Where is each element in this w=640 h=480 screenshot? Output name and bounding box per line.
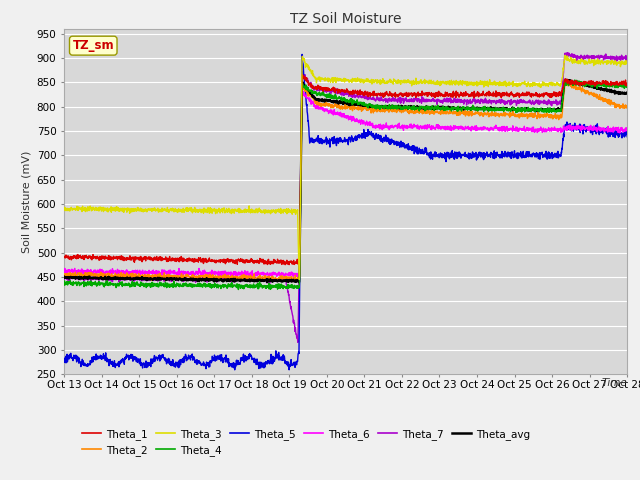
- Legend: Theta_1, Theta_2, Theta_3, Theta_4, Theta_5, Theta_6, Theta_7, Theta_avg: Theta_1, Theta_2, Theta_3, Theta_4, Thet…: [78, 424, 534, 460]
- Title: TZ Soil Moisture: TZ Soil Moisture: [290, 12, 401, 26]
- Text: TZ_sm: TZ_sm: [72, 39, 114, 52]
- Text: Time: Time: [602, 378, 627, 388]
- Y-axis label: Soil Moisture (mV): Soil Moisture (mV): [21, 150, 31, 253]
